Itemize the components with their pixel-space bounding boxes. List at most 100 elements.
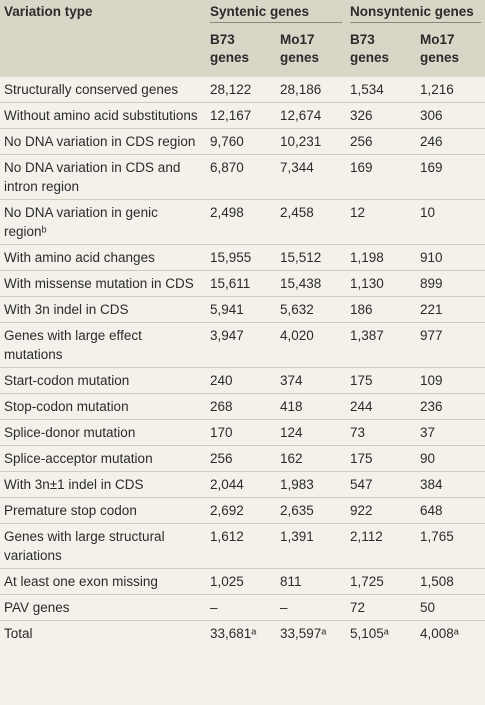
row-value: 186 (346, 296, 417, 323)
row-value: 221 (416, 296, 485, 323)
row-value: 2,498 (206, 199, 276, 245)
row-value: 124 (276, 419, 347, 446)
row-value: 72 (346, 594, 417, 621)
row-value: 50 (416, 594, 485, 621)
row-value: 15,611 (206, 270, 276, 297)
table-row: With 3n±1 indel in CDS 2,044 1,983 547 384 (0, 471, 485, 498)
row-value: 162 (276, 445, 347, 472)
row-value: 4,008ᵃ (420, 626, 459, 641)
header-row-lines: B73 genes Mo17 genes B73 genes Mo17 gene… (0, 29, 485, 77)
row-value: 15,438 (276, 270, 347, 297)
row-value: 5,632 (276, 296, 347, 323)
row-label: Total (4, 626, 33, 641)
header-nonsyntenic-label: Nonsyntenic genes (350, 4, 482, 23)
row-value: 977 (416, 322, 485, 368)
row-value: 9,760 (206, 128, 276, 155)
row-value: 547 (346, 471, 417, 498)
row-value: 1,725 (346, 568, 417, 595)
table-row: Premature stop codon 2,692 2,635 922 648 (0, 497, 485, 524)
row-value: 922 (346, 497, 417, 524)
header-nonsyntenic-mo17: Mo17 genes (416, 29, 485, 77)
table-row: PAV genes – –72 50 (0, 594, 485, 621)
header-syntenic-mo17: Mo17 genes (276, 29, 347, 77)
row-value: 33,597ᵃ (280, 626, 327, 641)
row-value: 2,635 (276, 497, 347, 524)
row-value: 418 (276, 393, 347, 420)
row-label: No DNA variation in CDS and intron regio… (0, 154, 206, 200)
row-value: 4,020 (276, 322, 347, 368)
row-value: 7,344 (276, 154, 347, 200)
row-label: With amino acid changes (0, 244, 206, 271)
row-label: Without amino acid substitutions (0, 102, 206, 129)
row-value: 73 (346, 419, 417, 446)
row-value: 12 (346, 199, 417, 245)
header-nonsyntenic-genes: Nonsyntenic genes (346, 0, 485, 29)
row-value: 1,612 (206, 523, 276, 569)
row-label: At least one exon missing (0, 568, 206, 595)
row-value: 37 (416, 419, 485, 446)
row-label: Stop-codon mutation (0, 393, 206, 420)
row-value: 15,955 (206, 244, 276, 271)
row-value: 1,765 (416, 523, 485, 569)
table-row: Splice-acceptor mutation 256 162 175 90 (0, 445, 485, 472)
row-value: 1,534 (346, 77, 417, 103)
row-value: 5,105ᵃ (350, 626, 389, 641)
row-label: PAV genes (0, 594, 206, 621)
row-value: 6,870 (206, 154, 276, 200)
table-row: At least one exon missing 1,025 811 1,725 1,… (0, 568, 485, 595)
variation-table: Variation type Syntenic genes Nonsynteni… (0, 0, 485, 646)
header-blank (0, 29, 206, 77)
row-value: 1,387 (346, 322, 417, 368)
table-row: No DNA variation in genic regionᵇ 2,498 2,… (0, 199, 485, 245)
row-label: Start-codon mutation (0, 367, 206, 394)
row-value: 1,025 (206, 568, 276, 595)
row-label: Genes with large structural variations (0, 523, 206, 569)
header-nonsyntenic-b73: B73 genes (346, 29, 417, 77)
table-row: Start-codon mutation 240 374 175 109 (0, 367, 485, 394)
row-value: 33,681ᵃ (210, 626, 257, 641)
row-value: 5,941 (206, 296, 276, 323)
row-value: 1,216 (416, 77, 485, 103)
row-value: 244 (346, 393, 417, 420)
row-value: 169 (346, 154, 417, 200)
row-value: – (276, 594, 347, 621)
table-row: No DNA variation in CDS region 9,760 10,23… (0, 128, 485, 155)
row-value: 240 (206, 367, 276, 394)
row-value: 268 (206, 393, 276, 420)
row-value: 2,112 (346, 523, 417, 569)
row-value: 2,044 (206, 471, 276, 498)
row-label: With 3n±1 indel in CDS (0, 471, 206, 498)
row-value: 1,130 (346, 270, 417, 297)
table-row: Genes with large structural variations 1,… (0, 523, 485, 569)
row-value: 1,391 (276, 523, 347, 569)
row-value: 12,674 (276, 102, 347, 129)
row-label: With 3n indel in CDS (0, 296, 206, 323)
row-label: Splice-acceptor mutation (0, 445, 206, 472)
row-label: With missense mutation in CDS (0, 270, 206, 297)
row-value: 306 (416, 102, 485, 129)
table-row: No DNA variation in CDS and intron regio… (0, 154, 485, 200)
row-label: Structurally conserved genes (0, 77, 206, 103)
row-value: 256 (346, 128, 417, 155)
row-label: No DNA variation in genic regionᵇ (0, 199, 206, 245)
table-row: With 3n indel in CDS 5,941 5,632 186 221 (0, 296, 485, 323)
row-value: – (206, 594, 276, 621)
row-value: 109 (416, 367, 485, 394)
row-label: No DNA variation in CDS region (0, 128, 206, 155)
row-label: Premature stop codon (0, 497, 206, 524)
row-value: 1,508 (416, 568, 485, 595)
row-label: Genes with large effect mutations (0, 322, 206, 368)
row-value: 326 (346, 102, 417, 129)
row-value: 910 (416, 244, 485, 271)
row-label: Splice-donor mutation (0, 419, 206, 446)
row-value: 15,512 (276, 244, 347, 271)
row-value: 12,167 (206, 102, 276, 129)
table-body: Structurally conserved genes 28,122 28,186… (0, 77, 485, 646)
table-row: Stop-codon mutation 268 418 244 236 (0, 393, 485, 420)
header-variation-type: Variation type (0, 0, 206, 29)
row-value: 236 (416, 393, 485, 420)
row-value: 1,198 (346, 244, 417, 271)
header-syntenic-label: Syntenic genes (210, 4, 343, 23)
row-value: 256 (206, 445, 276, 472)
